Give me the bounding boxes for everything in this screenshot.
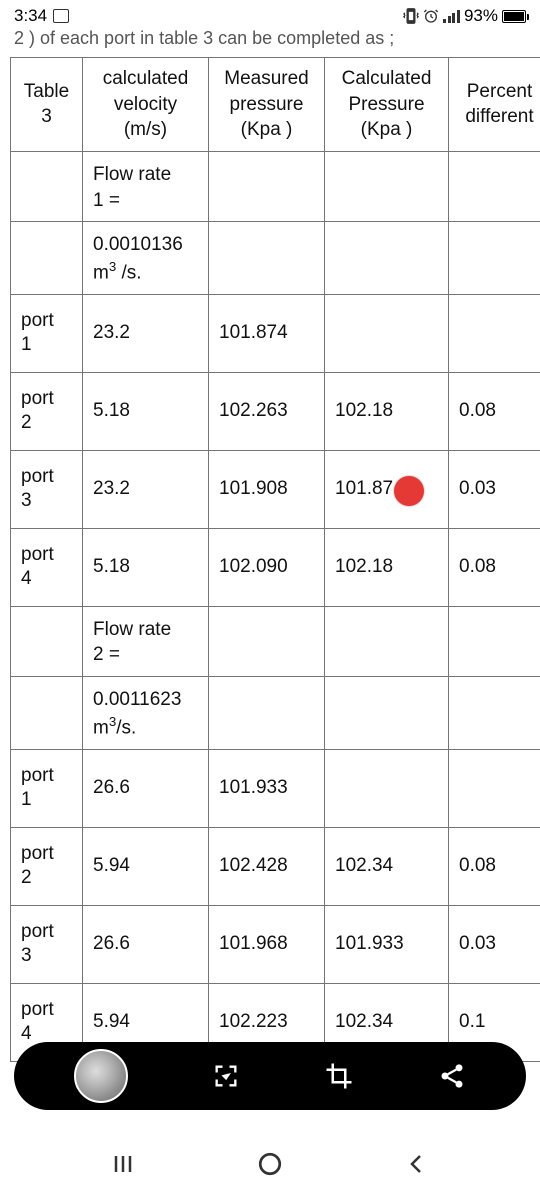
header-percent: Percent different [449,58,540,152]
media-bar[interactable] [14,1042,526,1110]
header-velocity: calculated velocity (m/s) [83,58,209,152]
table-row: port326.6101.968101.9330.03 [11,905,540,983]
header-table3: Table 3 [11,58,83,152]
header-calculated-pressure: Calculated Pressure (Kpa ) [325,58,449,152]
battery-percent: 93% [464,6,498,26]
home-button[interactable] [254,1148,286,1180]
table-body: Flow rate1 =0.0010136m3 /s.port123.2101.… [11,151,540,1061]
status-time: 3:34 [14,6,47,26]
flow-rate-row: Flow rate1 = [11,151,540,221]
status-right: 93% [403,6,526,26]
data-table-wrap: Table 3 calculated velocity (m/s) Measur… [0,57,540,1062]
table-row: port45.18102.090102.180.08 [11,528,540,606]
data-table: Table 3 calculated velocity (m/s) Measur… [10,57,540,1062]
flow-rate-value-row: 0.0010136m3 /s. [11,222,540,295]
media-thumbnail[interactable] [74,1049,128,1103]
crop-icon[interactable] [324,1061,354,1091]
status-bar: 3:34 93% [0,0,540,28]
status-left: 3:34 [14,6,69,26]
recents-button[interactable] [107,1148,139,1180]
caption-text: 2 ) of each port in table 3 can be compl… [0,28,540,57]
table-row: port123.2101.874 [11,294,540,372]
fullscreen-icon[interactable] [212,1062,240,1090]
battery-icon [502,10,526,23]
red-marker-dot [394,476,424,506]
vibrate-icon [403,8,419,24]
system-nav-bar [0,1136,540,1192]
image-indicator-icon [53,9,69,23]
share-icon[interactable] [438,1062,466,1090]
table-row: port323.2101.908101.870.03 [11,450,540,528]
table-row: port25.94102.428102.340.08 [11,827,540,905]
back-button[interactable] [401,1148,433,1180]
header-measured-pressure: Measured pressure (Kpa ) [209,58,325,152]
table-row: port25.18102.263102.180.08 [11,372,540,450]
flow-rate-value-row: 0.0011623m3/s. [11,677,540,750]
signal-icon [443,9,460,23]
alarm-icon [423,8,439,24]
table-row: port126.6101.933 [11,749,540,827]
table-header-row: Table 3 calculated velocity (m/s) Measur… [11,58,540,152]
flow-rate-row: Flow rate2 = [11,606,540,676]
